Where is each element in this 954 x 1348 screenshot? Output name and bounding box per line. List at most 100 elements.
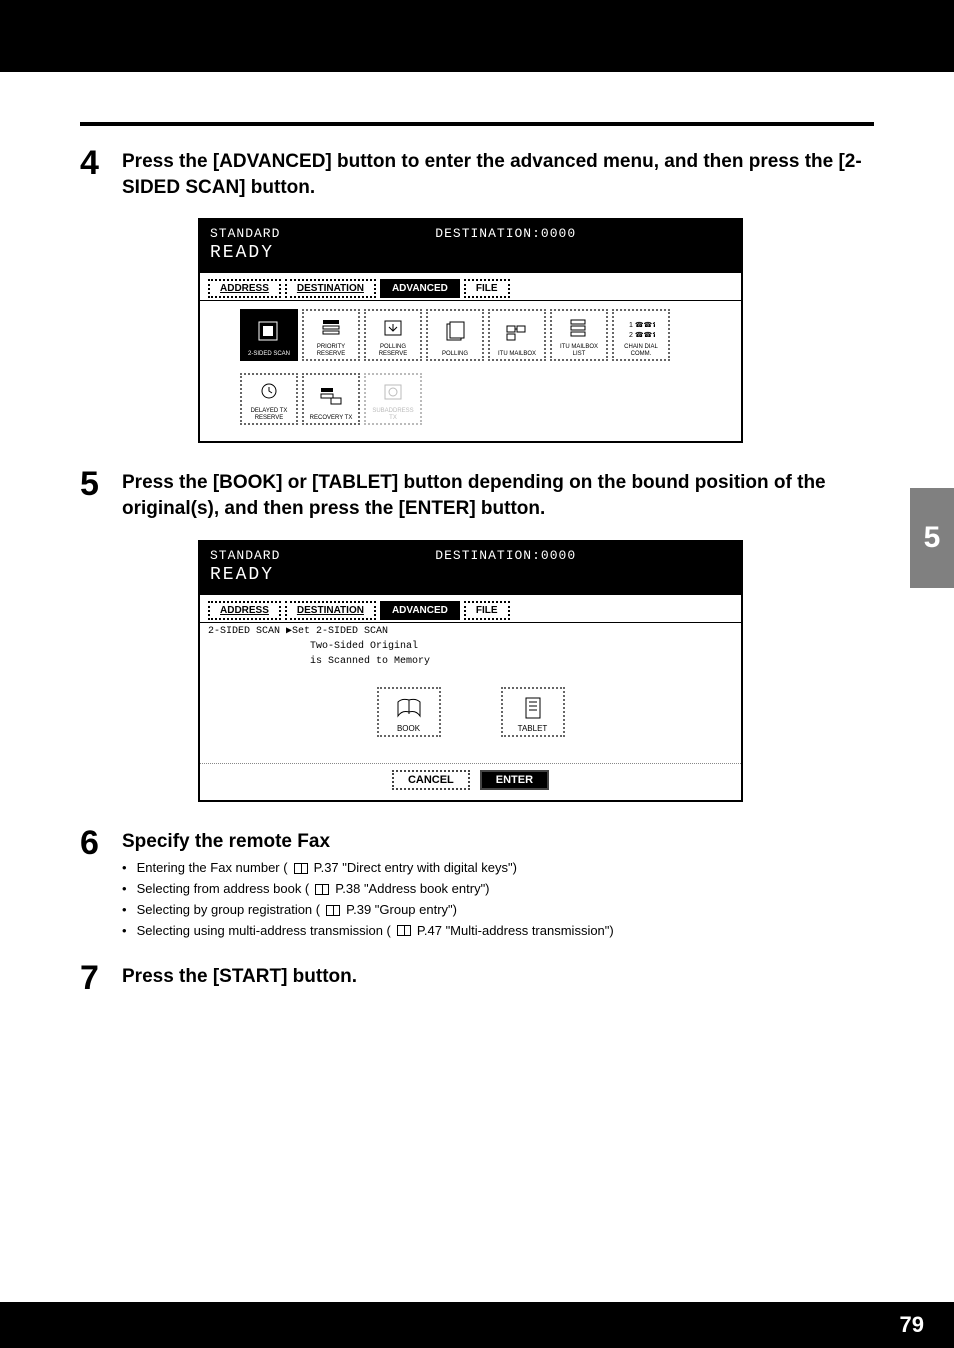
list-item: Entering the Fax number ( P.37 "Direct e… <box>122 858 874 879</box>
delayed-tx-icon <box>255 381 283 405</box>
two-sided-scan-icon <box>255 320 283 344</box>
tab-file[interactable]: FILE <box>464 279 510 298</box>
step-4: 4 Press the [ADVANCED] button to enter t… <box>80 146 874 200</box>
bullet-text: Selecting by group registration ( <box>137 900 321 921</box>
option-label: BOOK <box>397 724 420 733</box>
itu-mailbox-list-button[interactable]: ITU MAILBOX LIST <box>550 309 608 361</box>
manual-ref-icon <box>315 884 329 895</box>
icon-label: POLLING <box>442 351 468 358</box>
polling-reserve-icon <box>379 317 407 341</box>
enter-button[interactable]: ENTER <box>480 770 549 790</box>
bullet-text: P.37 "Direct entry with digital keys") <box>314 858 517 879</box>
lcd-destination: DESTINATION:0000 <box>435 548 576 563</box>
action-row: CANCEL ENTER <box>200 764 741 800</box>
subaddress-tx-button[interactable]: SUBADDRESS TX <box>364 373 422 425</box>
lcd-header: STANDARD DESTINATION:0000 READY <box>200 220 741 273</box>
tab-destination[interactable]: DESTINATION <box>285 601 376 620</box>
lcd-header: STANDARD DESTINATION:0000 READY <box>200 542 741 595</box>
tab-file[interactable]: FILE <box>464 601 510 620</box>
step-title: Specify the remote Fax <box>122 829 874 855</box>
icon-label: RECOVERY TX <box>310 415 353 422</box>
tab-address[interactable]: ADDRESS <box>208 601 281 620</box>
lcd-destination: DESTINATION:0000 <box>435 226 576 241</box>
page-content: 4 Press the [ADVANCED] button to enter t… <box>0 72 954 995</box>
tablet-icon <box>518 696 548 722</box>
icon-label: PRIORITY RESERVE <box>306 344 356 357</box>
icon-label: POLLING RESERVE <box>368 344 418 357</box>
lcd-ready: READY <box>210 565 731 585</box>
icon-label: ITU MAILBOX <box>498 351 536 358</box>
manual-ref-icon <box>397 925 411 936</box>
icon-label: SUBADDRESS TX <box>368 408 418 421</box>
step-number: 6 <box>80 826 110 942</box>
tablet-button[interactable]: TABLET <box>501 687 565 737</box>
book-icon <box>394 696 424 722</box>
lcd-ready: READY <box>210 243 731 263</box>
page-footer: 79 <box>0 1302 954 1348</box>
bullet-text: P.38 "Address book entry") <box>335 879 489 900</box>
section-rule <box>80 122 874 126</box>
list-item: Selecting by group registration ( P.39 "… <box>122 900 874 921</box>
priority-reserve-button[interactable]: PRIORITY RESERVE <box>302 309 360 361</box>
manual-ref-icon <box>326 905 340 916</box>
bullet-text: P.39 "Group entry") <box>346 900 457 921</box>
lcd-tabs: ADDRESS DESTINATION ADVANCED FILE <box>200 595 741 623</box>
tab-advanced[interactable]: ADVANCED <box>380 279 460 298</box>
tab-advanced[interactable]: ADVANCED <box>380 601 460 620</box>
polling-icon <box>441 320 469 344</box>
step-7: 7 Press the [START] button. <box>80 961 874 995</box>
svg-text:2 ☎☎☎: 2 ☎☎☎ <box>629 331 655 339</box>
icon-label: DELAYED TX RESERVE <box>244 408 294 421</box>
icon-label: ITU MAILBOX LIST <box>554 344 604 357</box>
itu-mailbox-icon <box>503 320 531 344</box>
step-5: 5 Press the [BOOK] or [TABLET] button de… <box>80 467 874 521</box>
lcd-tabs: ADDRESS DESTINATION ADVANCED FILE <box>200 273 741 301</box>
icon-label: 2-SIDED SCAN <box>248 351 290 358</box>
option-row: BOOK TABLET <box>200 669 741 764</box>
delayed-tx-button[interactable]: DELAYED TX RESERVE <box>240 373 298 425</box>
lcd-note-line1: 2-SIDED SCAN ▶Set 2-SIDED SCAN <box>200 623 741 639</box>
polling-reserve-button[interactable]: POLLING RESERVE <box>364 309 422 361</box>
step-title: Press the [ADVANCED] button to enter the… <box>122 149 874 200</box>
itu-mailbox-list-icon <box>565 317 593 341</box>
manual-ref-icon <box>294 863 308 874</box>
list-item: Selecting using multi-address transmissi… <box>122 921 874 942</box>
chain-dial-icon: 1 ☎☎☎ 2 ☎☎☎ <box>627 317 655 341</box>
list-item: Selecting from address book ( P.38 "Addr… <box>122 879 874 900</box>
lcd-screenshot-book-tablet: STANDARD DESTINATION:0000 READY ADDRESS … <box>198 540 743 802</box>
bullet-text: P.47 "Multi-address transmission") <box>417 921 614 942</box>
tab-destination[interactable]: DESTINATION <box>285 279 376 298</box>
option-label: TABLET <box>518 724 548 733</box>
page-number: 79 <box>900 1312 924 1338</box>
polling-button[interactable]: POLLING <box>426 309 484 361</box>
step-6: 6 Specify the remote Fax Entering the Fa… <box>80 826 874 942</box>
lcd-mode: STANDARD <box>210 226 280 241</box>
bullet-text: Selecting using multi-address transmissi… <box>137 921 391 942</box>
book-button[interactable]: BOOK <box>377 687 441 737</box>
step-number: 7 <box>80 961 110 995</box>
advanced-icon-grid: 2-SIDED SCAN PRIORITY RESERVE POLLING RE… <box>200 301 741 441</box>
remote-fax-options: Entering the Fax number ( P.37 "Direct e… <box>122 858 874 941</box>
icon-label: CHAIN DIAL COMM. <box>616 344 666 357</box>
subaddress-tx-icon <box>379 381 407 405</box>
lcd-note-line3: is Scanned to Memory <box>200 654 741 669</box>
svg-text:1 ☎☎☎: 1 ☎☎☎ <box>629 321 655 329</box>
two-sided-scan-button[interactable]: 2-SIDED SCAN <box>240 309 298 361</box>
cancel-button[interactable]: CANCEL <box>392 770 470 790</box>
step-number: 4 <box>80 146 110 200</box>
lcd-mode: STANDARD <box>210 548 280 563</box>
recovery-tx-icon <box>317 384 345 408</box>
itu-mailbox-button[interactable]: ITU MAILBOX <box>488 309 546 361</box>
step-title: Press the [START] button. <box>122 964 874 990</box>
recovery-tx-button[interactable]: RECOVERY TX <box>302 373 360 425</box>
bullet-text: Selecting from address book ( <box>137 879 310 900</box>
step-title: Press the [BOOK] or [TABLET] button depe… <box>122 470 874 521</box>
step-number: 5 <box>80 467 110 521</box>
header-black-bar <box>0 0 954 72</box>
bullet-text: Entering the Fax number ( <box>137 858 288 879</box>
chain-dial-button[interactable]: 1 ☎☎☎ 2 ☎☎☎ CHAIN DIAL COMM. <box>612 309 670 361</box>
tab-address[interactable]: ADDRESS <box>208 279 281 298</box>
priority-reserve-icon <box>317 317 345 341</box>
lcd-note-line2: Two-Sided Original <box>200 639 741 654</box>
lcd-screenshot-advanced-menu: STANDARD DESTINATION:0000 READY ADDRESS … <box>198 218 743 443</box>
